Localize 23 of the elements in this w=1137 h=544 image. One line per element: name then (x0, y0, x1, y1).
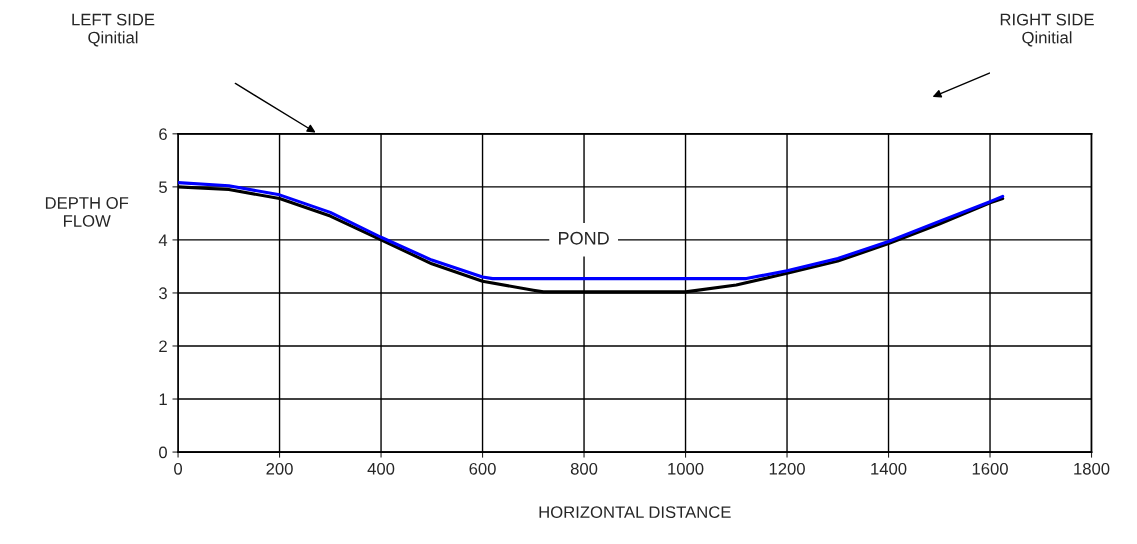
x-tick-label: 800 (570, 462, 598, 475)
y-tick-label: 4 (158, 234, 168, 246)
x-tick-label: 0 (174, 462, 183, 475)
x-tick-label: 400 (367, 462, 395, 475)
x-tick-label: 1400 (871, 462, 907, 475)
y-tick-label: 0 (159, 446, 167, 459)
x-tick-label: 600 (469, 462, 496, 475)
annotation: POND (559, 231, 609, 245)
y-tick-label: 6 (159, 128, 167, 141)
y-tick-label: 2 (159, 340, 167, 353)
text: LEFT SIDE Qinitial (72, 13, 155, 47)
line-series (178, 181, 1005, 281)
y-tick-label: 5 (159, 181, 167, 194)
x-tick-label: 1600 (972, 462, 1008, 475)
x-tick-label: 1800 (1074, 462, 1110, 475)
x-tick-label: 1200 (769, 462, 805, 475)
y-tick-label: 1 (159, 393, 167, 406)
x-axis-title: HORIZONTAL DISTANCE (539, 506, 731, 519)
y-tick-label: 3 (159, 287, 167, 300)
x-tick-label: 1000 (668, 462, 704, 475)
text: RIGHT SIDE Qinitial (1000, 13, 1094, 47)
x-tick-label: 200 (266, 462, 293, 475)
y-axis-title: DEPTH OF FLOW (45, 197, 129, 227)
